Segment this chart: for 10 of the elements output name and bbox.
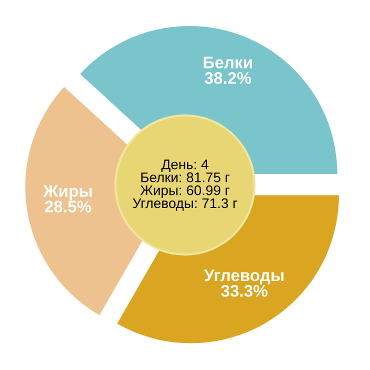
text: Углеводы: 71.3 г xyxy=(132,198,238,211)
slice-label: Белки xyxy=(204,56,252,68)
data-label: 38.2% xyxy=(204,72,252,84)
data-label: 33.3% xyxy=(221,284,268,297)
slice-label: Жиры xyxy=(43,185,92,200)
text: Белки: 81.75 г xyxy=(141,172,230,182)
text: День: 4 xyxy=(161,160,208,172)
text: Жиры: 60.99 г xyxy=(140,185,230,198)
data-label: 28.5% xyxy=(44,200,92,212)
slice-label: Углеводы xyxy=(204,270,284,284)
